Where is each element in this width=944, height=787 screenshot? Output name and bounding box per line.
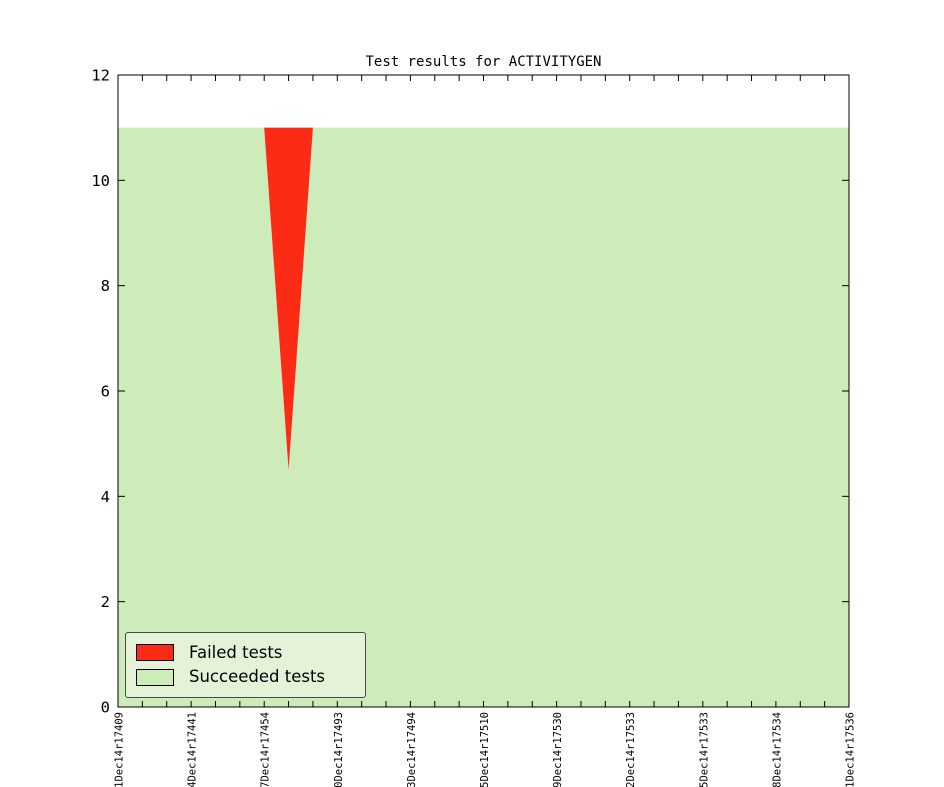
legend: Failed tests Succeeded tests	[125, 632, 366, 698]
succeeded-tests-area	[118, 127, 849, 708]
x-tick-label: 9Dec14r17530	[552, 712, 564, 787]
y-tick-label: 10	[91, 172, 110, 190]
y-tick-label: 8	[101, 277, 110, 295]
x-tick-label: 1Dec14r17409	[114, 712, 126, 787]
succeeded-tests-swatch	[136, 668, 174, 686]
legend-entry-succeeded: Succeeded tests	[136, 667, 355, 686]
x-tick-label: 7Dec14r17454	[260, 712, 272, 787]
x-tick-label: 0Dec14r17493	[333, 712, 345, 787]
x-tick-label: 4Dec14r17441	[187, 712, 199, 787]
x-tick-label: 1Dec14r17536	[845, 712, 857, 787]
y-tick-label: 12	[91, 67, 110, 85]
x-tick-label: 8Dec14r17534	[771, 712, 783, 787]
chart-title: Test results for ACTIVITYGEN	[365, 54, 602, 70]
x-tick-label: 5Dec14r17510	[479, 712, 491, 787]
x-tick-label: 5Dec14r17533	[698, 712, 710, 787]
y-tick-label: 0	[101, 699, 110, 717]
succeeded-tests-label: Succeeded tests	[189, 667, 326, 686]
x-tick-label: 2Dec14r17533	[625, 712, 637, 787]
y-tick-label: 4	[101, 488, 110, 506]
failed-tests-swatch	[136, 644, 174, 662]
failed-tests-area	[118, 127, 849, 471]
y-tick-label: 6	[101, 383, 110, 401]
failed-tests-label: Failed tests	[189, 642, 283, 662]
x-tick-label: 3Dec14r17494	[406, 712, 418, 787]
y-tick-label: 2	[101, 593, 110, 611]
legend-entry-failed: Failed tests	[136, 642, 355, 662]
